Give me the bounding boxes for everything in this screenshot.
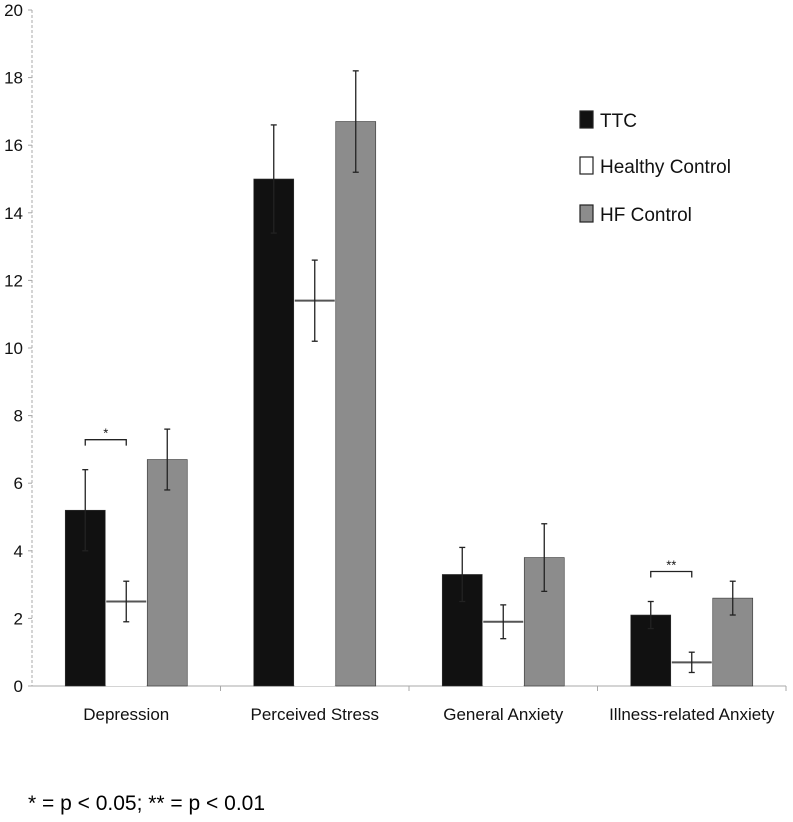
legend-swatch-hf-control [579, 204, 594, 223]
y-tick-label: 18 [4, 69, 23, 88]
y-tick-label: 12 [4, 271, 23, 290]
chart-bars: *** [64, 70, 754, 687]
significance-marker: ** [666, 558, 676, 573]
y-tick-label: 4 [14, 542, 23, 561]
significance-bracket [650, 570, 693, 578]
y-tick-label: 16 [4, 136, 23, 155]
x-category-label: General Anxiety [443, 705, 564, 724]
legend-label: TTC [600, 111, 637, 132]
x-category-label: Perceived Stress [251, 705, 380, 724]
legend-swatch-healthy-control [579, 156, 594, 175]
x-category-label: Illness-related Anxiety [609, 705, 775, 724]
y-tick-label: 8 [14, 407, 23, 426]
significance-bracket [84, 439, 127, 446]
chart-legend: TTC Healthy Control HF Control [579, 110, 731, 226]
y-tick-label: 20 [4, 1, 23, 20]
y-tick-label: 2 [14, 609, 23, 628]
legend-swatch-ttc [579, 110, 594, 129]
bar-healthy-control [294, 300, 335, 686]
chart-axes: 0 2 4 6 8 10 12 14 16 18 20 Depression Perceived Str… [4, 1, 787, 724]
significance-marker: * [103, 426, 108, 441]
x-category-label: Depression [83, 705, 169, 724]
y-tick-label: 14 [4, 204, 23, 223]
bar-hf-control [335, 121, 377, 687]
bar-ttc [253, 178, 295, 687]
y-tick-label: 6 [14, 474, 23, 493]
legend-label: HF Control [600, 205, 692, 226]
legend-label: Healthy Control [600, 157, 731, 178]
y-tick-label: 0 [14, 677, 23, 696]
significance-footnote: * = p < 0.05; ** = p < 0.01 [28, 792, 266, 815]
y-tick-label: 10 [4, 339, 23, 358]
bar-hf-control [146, 459, 188, 687]
bar-healthy-control [671, 662, 712, 686]
